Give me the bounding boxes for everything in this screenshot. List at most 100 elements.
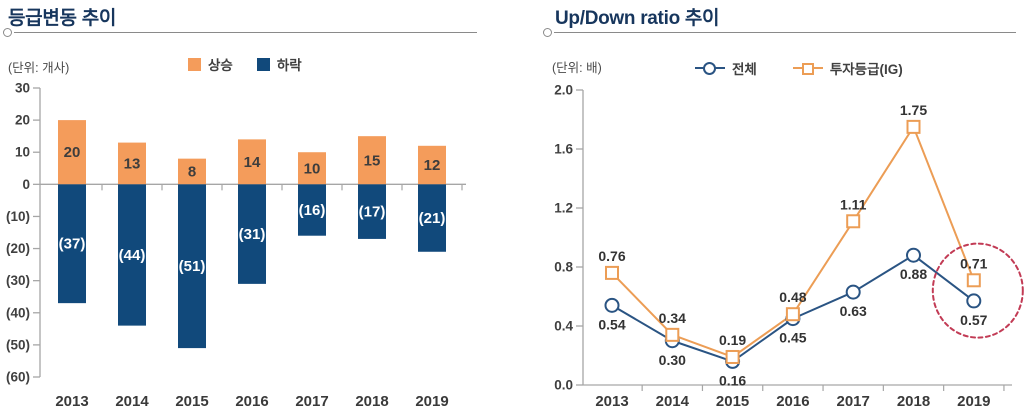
bar-down-value: (44) — [119, 247, 146, 264]
legend-label-total: 전체 — [732, 62, 757, 77]
y-tick-label: 20 — [15, 113, 30, 128]
highlight-dashed-ellipse — [931, 242, 1024, 339]
legend-label-ig: 투자등급(IG) — [829, 62, 903, 77]
y-tick-label: 0.8 — [554, 260, 573, 275]
bar-down-2016 — [238, 184, 266, 284]
right-legend: 전체 투자등급(IG) — [695, 58, 903, 78]
marker-square-2018 — [906, 119, 921, 134]
bar-down-value: (37) — [59, 236, 86, 253]
y-tick-label: 0 — [22, 177, 30, 192]
point-value-label: 0.63 — [840, 303, 867, 319]
square-marker-icon — [792, 61, 823, 76]
panel-rating-changes: 등급변동 추이 (단위: 개사) 상승 하락 30 20 10 0 (10) (20) (3… — [3, 8, 477, 410]
bar-up-value: 20 — [64, 144, 81, 161]
y-tick-label: 0.4 — [554, 319, 573, 334]
bar-up-2019 — [418, 145, 446, 185]
y-tick-label: 30 — [15, 81, 30, 96]
left-chart-title: 등급변동 추이 — [8, 8, 117, 29]
point-value-label: 0.54 — [598, 316, 625, 332]
x-category-label: 2016 — [235, 393, 268, 410]
bar-up-2017 — [298, 152, 326, 185]
bar-down-2013 — [58, 184, 86, 304]
divider-end-dot-icon — [3, 28, 12, 37]
y-tick-label: (10) — [6, 209, 30, 224]
marker-square-2015 — [725, 349, 740, 364]
point-value-label: 0.19 — [719, 332, 746, 348]
bar-up-value: 13 — [124, 155, 141, 172]
marker-square-2019 — [966, 273, 981, 288]
y-tick-label: 2.0 — [554, 83, 573, 98]
line-chart: 2.0 1.6 1.2 0.8 0.4 0.0 2013 2014 2015 2016 2017 20… — [554, 83, 1024, 410]
bar-down-2015 — [178, 184, 206, 349]
x-category-label: 2017 — [295, 393, 328, 410]
right-unit-label: (단위: 배) — [552, 61, 602, 75]
x-category-label: 2013 — [55, 393, 88, 410]
title-divider — [543, 28, 1016, 37]
legend-label-down: 하락 — [276, 58, 302, 73]
legend-item-total: 전체 — [695, 58, 757, 78]
bar-down-value: (51) — [179, 258, 206, 275]
bar-down-2018 — [358, 184, 386, 239]
marker-circle-2018 — [906, 247, 921, 263]
up-swatch-icon — [188, 57, 201, 71]
point-value-label: 0.76 — [598, 248, 625, 264]
y-tick-label: 1.6 — [554, 142, 573, 157]
marker-square-2014 — [665, 327, 680, 342]
x-category-label: 2013 — [595, 393, 628, 410]
bar-up-2013 — [58, 120, 86, 185]
bar-down-value: (21) — [419, 210, 446, 227]
point-value-label: 0.48 — [779, 289, 806, 305]
marker-square-2016 — [785, 307, 800, 322]
y-tick-label: 0.0 — [554, 378, 573, 393]
marker-square — [801, 62, 814, 75]
point-value-label: 0.57 — [960, 312, 987, 328]
bar-down-2017 — [298, 184, 326, 236]
left-unit-label: (단위: 개사) — [8, 61, 70, 75]
x-category-label: 2018 — [355, 393, 388, 410]
bar-down-value: (31) — [239, 226, 266, 243]
legend-item-ig: 투자등급(IG) — [792, 58, 903, 78]
point-value-label: 0.30 — [659, 352, 686, 368]
point-value-label: 0.34 — [659, 310, 686, 326]
legend-label-up: 상승 — [208, 58, 233, 73]
bar-up-value: 8 — [188, 163, 196, 180]
y-tick-label: 10 — [15, 145, 30, 160]
x-category-label: 2019 — [415, 393, 448, 410]
bar-up-value: 15 — [364, 152, 381, 169]
bar-up-2014 — [118, 142, 146, 185]
x-category-label: 2014 — [656, 393, 690, 410]
right-chart-title: Up/Down ratio 추이 — [555, 8, 720, 29]
point-value-label: 0.88 — [900, 266, 927, 282]
x-category-label: 2015 — [175, 393, 208, 410]
point-value-label: 1.75 — [900, 102, 927, 118]
point-value-label: 0.71 — [960, 255, 987, 271]
legend-item-down: 하락 — [256, 54, 302, 74]
x-category-label: 2017 — [837, 393, 870, 410]
bar-up-2016 — [238, 139, 266, 185]
marker-circle-2013 — [604, 297, 620, 313]
y-tick-label: (30) — [6, 273, 30, 288]
marker-square-2013 — [605, 265, 619, 280]
panel-updown-ratio: Up/Down ratio 추이 (단위: 배) 전체 투자등급(IG) 2.0… — [540, 0, 1024, 418]
y-tick-label: (60) — [6, 370, 30, 385]
y-tick-label: (40) — [6, 305, 30, 320]
bar-up-value: 12 — [424, 157, 441, 174]
marker-circle-2017 — [845, 284, 861, 300]
bar-up-value: 10 — [304, 160, 321, 177]
marker-circle — [703, 61, 716, 75]
point-value-label: 0.16 — [719, 372, 746, 388]
legend-item-up: 상승 — [188, 54, 233, 74]
point-value-label: 0.45 — [779, 330, 806, 346]
marker-square-2017 — [846, 214, 861, 229]
x-category-label: 2019 — [957, 393, 990, 410]
bar-up-2015 — [178, 158, 206, 185]
bar-up-value: 14 — [244, 154, 261, 171]
x-category-label: 2014 — [115, 393, 149, 410]
divider-end-dot-icon — [543, 28, 552, 37]
circle-marker-icon — [695, 61, 725, 76]
x-category-label: 2016 — [776, 393, 809, 410]
title-divider — [3, 28, 477, 37]
bar-up-2018 — [358, 136, 386, 185]
